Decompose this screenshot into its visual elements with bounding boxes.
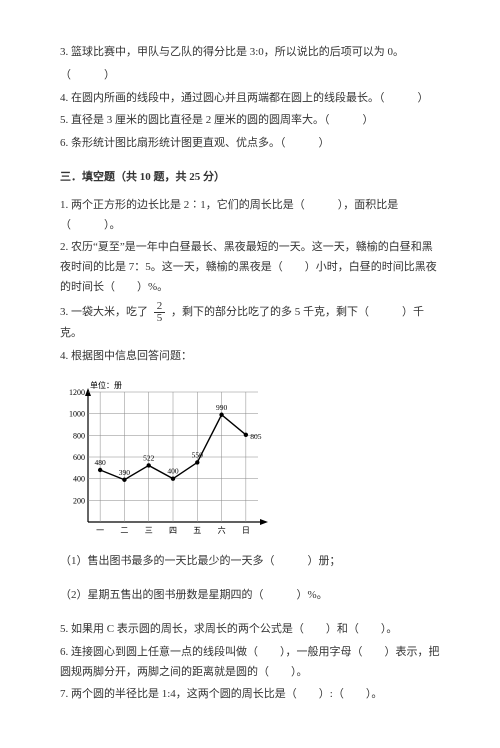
arrow-right-icon <box>260 519 268 525</box>
data-label: 550 <box>192 451 204 460</box>
data-point <box>171 477 175 481</box>
y-tick-label: 400 <box>73 475 85 484</box>
data-label: 805 <box>250 432 262 441</box>
fill-q4-1: （1）售出图书最多的一天比最少的一天多（ ）册； <box>60 552 440 572</box>
y-tick-label: 800 <box>73 432 85 441</box>
y-tick-label: 200 <box>73 497 85 506</box>
judge-q3: 3. 篮球比赛中，甲队与乙队的得分比是 3:0，所以说比的后项可以为 0。 <box>60 43 440 63</box>
fraction-denominator: 5 <box>154 313 166 324</box>
y-tick-label: 600 <box>73 453 85 462</box>
data-label: 480 <box>95 458 107 467</box>
data-label: 990 <box>216 403 228 412</box>
fill-q4: 4. 根据图中信息回答问题： <box>60 347 440 367</box>
chart-unit-label: 单位：册 <box>90 380 122 390</box>
fill-q4-2: （2）星期五售出的图书册数是星期四的（ ）%。 <box>60 586 440 606</box>
x-tick-label: 四 <box>169 526 177 535</box>
judge-q6: 6. 条形统计图比扇形统计图更直观、优点多。（ ） <box>60 134 440 154</box>
fill-q1: 1. 两个正方形的边长比是 2∶1，它们的周长比是（ ），面积比是（ ）。 <box>60 196 440 236</box>
data-point <box>219 413 223 417</box>
y-tick-label: 1200 <box>69 388 85 397</box>
x-tick-label: 五 <box>193 526 201 535</box>
data-point <box>122 478 126 482</box>
x-tick-label: 六 <box>218 525 226 535</box>
y-tick-label: 1000 <box>69 410 85 419</box>
judge-q3-blank: （ ） <box>60 66 440 86</box>
line-chart: 单位：册 200 400 600 800 1000 1200 一 二 三 四 五 六 日 480 390 522… <box>60 378 260 538</box>
fraction-icon: 2 5 <box>154 301 166 324</box>
x-tick-label: 二 <box>120 526 128 535</box>
data-label: 400 <box>167 467 179 476</box>
section3-title: 三．填空题（共 10 题，共 25 分） <box>60 168 440 188</box>
x-tick-label: 三 <box>145 526 153 535</box>
data-point <box>98 468 102 472</box>
fill-q2: 2. 农历“夏至”是一年中白昼最长、黑夜最短的一天。这一天，赣榆的白昼和黑夜时间… <box>60 238 440 297</box>
fill-q3: 3. 一袋大米，吃了 2 5 ，剩下的部分比吃了的多 5 千克，剩下（ ）千克。 <box>60 301 440 344</box>
data-point <box>147 464 151 468</box>
judge-q4: 4. 在圆内所画的线段中，通过圆心并且两端都在圆上的线段最长。（ ） <box>60 89 440 109</box>
data-point <box>195 461 199 465</box>
data-label: 522 <box>143 454 155 463</box>
fill-q5: 5. 如果用 C 表示圆的周长，求周长的两个公式是（ ）和（ ）。 <box>60 620 440 640</box>
fill-q3-a: 3. 一袋大米，吃了 <box>60 306 148 318</box>
fill-q6: 6. 连接圆心到圆上任意一点的线段叫做（ ），一般用字母（ ）表示，把圆规两脚分… <box>60 643 440 683</box>
judge-q5: 5. 直径是 3 厘米的圆比直径是 2 厘米的圆的圆周率大。（ ） <box>60 111 440 131</box>
data-label: 390 <box>119 468 131 477</box>
fraction-numerator: 2 <box>154 301 166 313</box>
data-point <box>244 433 248 437</box>
fill-q7: 7. 两个圆的半径比是 1:4，这两个圆的周长比是（ ）:（ ）。 <box>60 685 440 705</box>
x-tick-label: 日 <box>242 526 250 535</box>
x-tick-label: 一 <box>96 526 104 535</box>
